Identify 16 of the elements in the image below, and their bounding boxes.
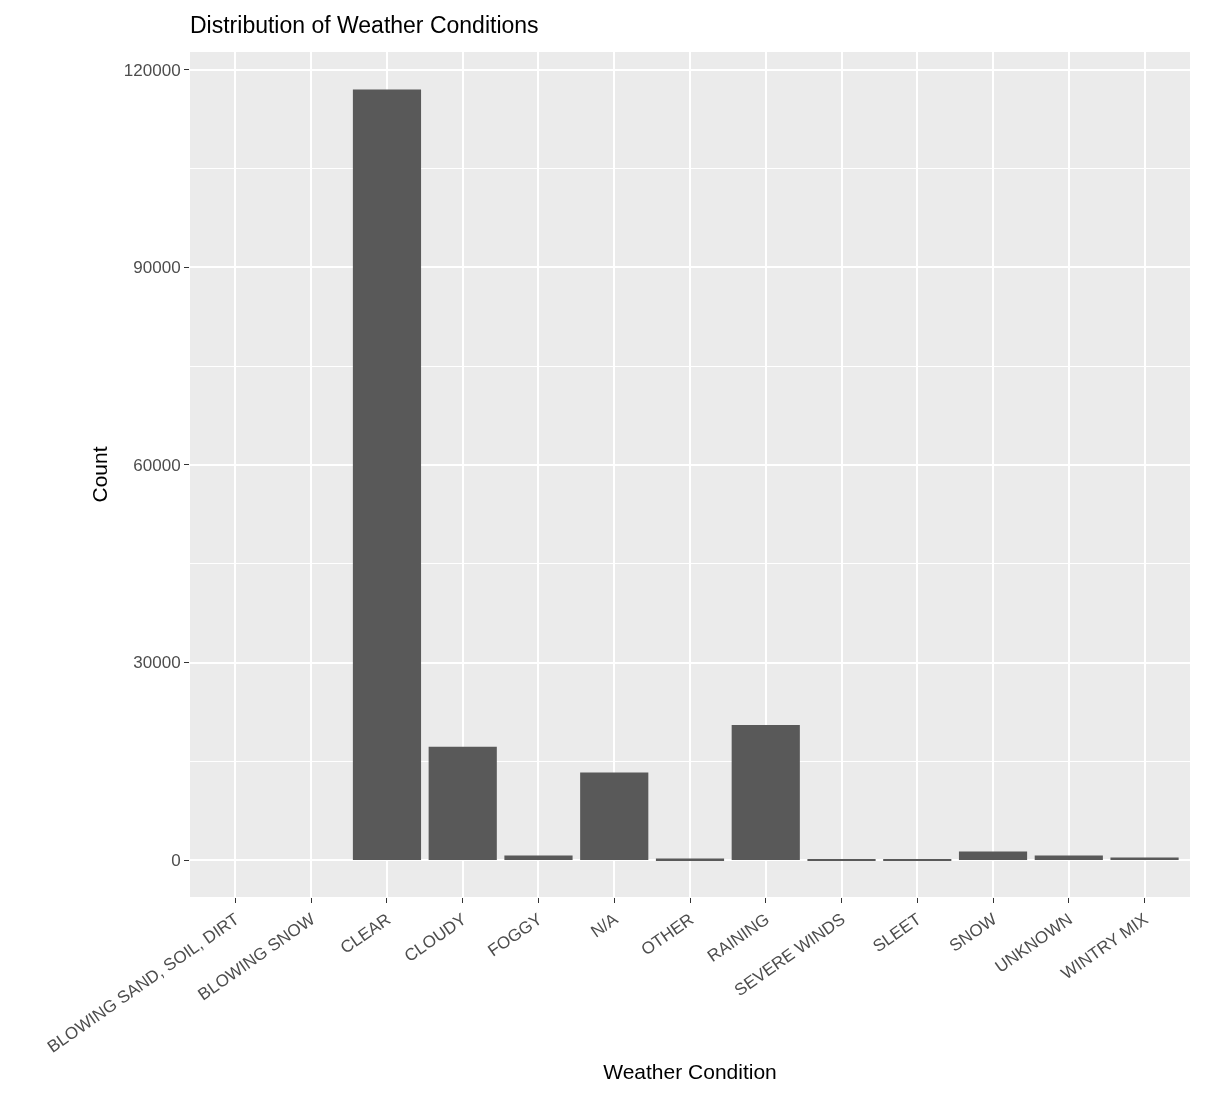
- bar: [958, 851, 1028, 861]
- x-axis-title: Weather Condition: [603, 1059, 777, 1083]
- x-tick-label: N/A: [587, 909, 622, 942]
- bar: [655, 858, 725, 861]
- chart-title: Distribution of Weather Conditions: [190, 11, 539, 38]
- y-tick-label: 0: [171, 851, 181, 871]
- y-axis-title: Count: [88, 446, 112, 503]
- bar: [580, 772, 649, 861]
- bar: [428, 746, 497, 861]
- bar: [352, 89, 422, 861]
- y-tick-label: 30000: [133, 653, 181, 673]
- y-tick-label: 90000: [133, 258, 181, 278]
- y-tick-label: 120000: [123, 60, 181, 80]
- y-tick-label: 60000: [133, 455, 181, 475]
- bar: [731, 725, 800, 861]
- bar: [1110, 857, 1179, 861]
